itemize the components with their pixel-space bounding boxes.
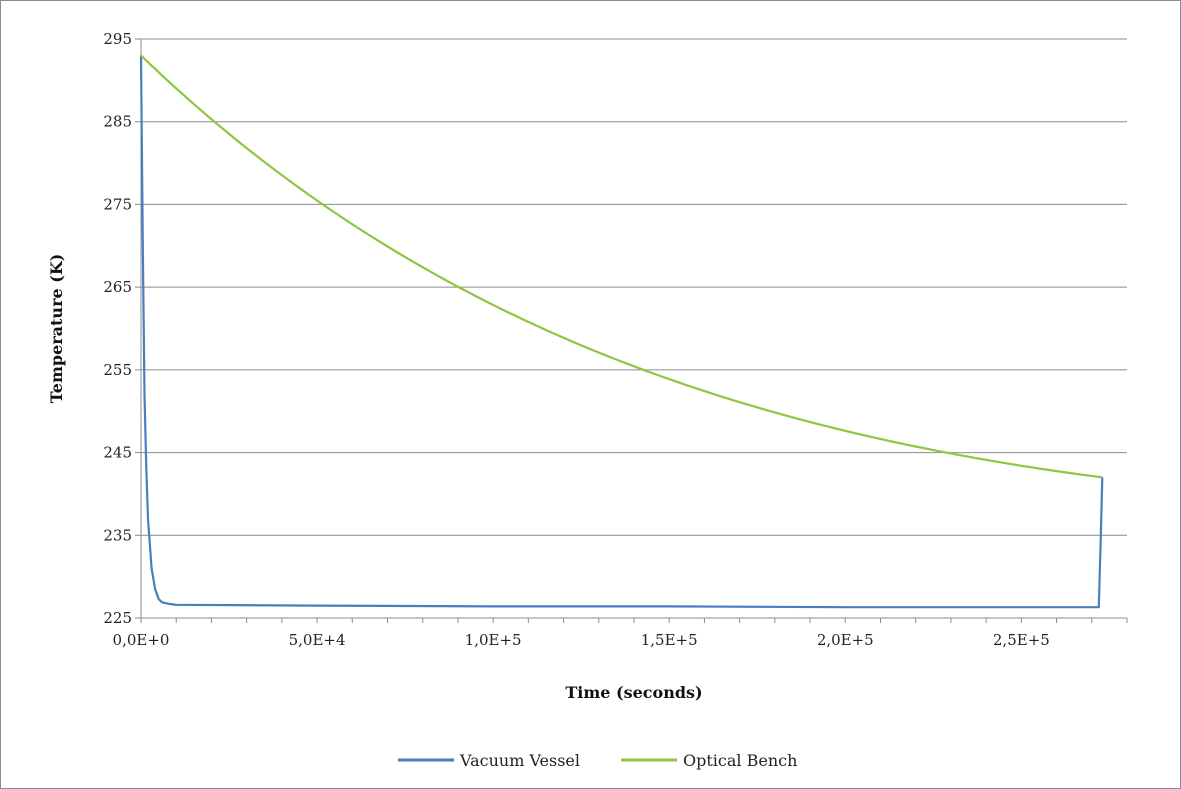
- x-axis-title: Time (seconds): [565, 683, 702, 702]
- y-tick-label: 225: [103, 609, 132, 627]
- x-tick-label: 1,0E+5: [465, 631, 522, 649]
- y-tick-label: 235: [103, 526, 132, 544]
- tick-labels: 225 235 245 255 265 275 285 295 0,0E+0 5,0E+4 1,0E…: [103, 30, 1049, 649]
- legend: Vacuum Vessel Optical Bench: [398, 751, 797, 770]
- series-line-optical-bench: [140, 54, 1103, 479]
- y-tick-label: 295: [103, 30, 132, 48]
- x-tick-label: 1,5E+5: [641, 631, 698, 649]
- x-tick-label: 2,0E+5: [817, 631, 874, 649]
- y-tick-label: 285: [103, 113, 132, 131]
- series-line-vacuum-vessel: [139, 55, 1104, 609]
- y-axis-title: Temperature (K): [47, 254, 66, 404]
- x-tick-label: 0,0E+0: [113, 631, 170, 649]
- y-tick-label: 245: [103, 444, 132, 462]
- x-tick-label: 2,5E+5: [993, 631, 1050, 649]
- axes: [135, 38, 1128, 623]
- x-tick-label: 5,0E+4: [289, 631, 346, 649]
- gridlines: [141, 38, 1127, 536]
- y-tick-label: 265: [103, 278, 132, 296]
- y-tick-label: 275: [103, 195, 132, 213]
- legend-label-optical-bench: Optical Bench: [683, 751, 797, 770]
- series-lines: [139, 54, 1104, 609]
- y-tick-label: 255: [103, 361, 132, 379]
- legend-label-vacuum-vessel: Vacuum Vessel: [459, 751, 580, 770]
